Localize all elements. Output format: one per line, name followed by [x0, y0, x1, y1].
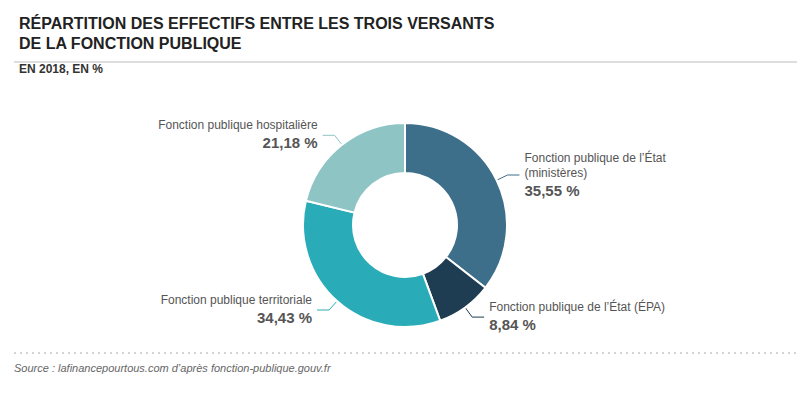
svg-text:35,55 %: 35,55 % — [524, 182, 579, 199]
svg-text:(ministères): (ministères) — [524, 166, 587, 180]
svg-text:Fonction publique territoriale: Fonction publique territoriale — [161, 293, 313, 307]
svg-text:8,84 %: 8,84 % — [489, 316, 536, 333]
svg-text:DE LA FONCTION PUBLIQUE: DE LA FONCTION PUBLIQUE — [19, 35, 242, 52]
svg-text:Source : lafinancepourtous.com: Source : lafinancepourtous.com d’après f… — [14, 362, 332, 374]
svg-text:RÉPARTITION DES EFFECTIFS ENTR: RÉPARTITION DES EFFECTIFS ENTRE LES TROI… — [19, 14, 495, 32]
svg-text:34,43 %: 34,43 % — [257, 309, 312, 326]
svg-text:Fonction publique de l’État: Fonction publique de l’État — [524, 150, 666, 165]
svg-text:21,18 %: 21,18 % — [263, 134, 318, 151]
svg-text:EN 2018, EN %: EN 2018, EN % — [19, 62, 103, 76]
svg-text:Fonction publique de l’État (É: Fonction publique de l’État (ÉPA) — [489, 299, 665, 314]
svg-text:Fonction publique hospitalière: Fonction publique hospitalière — [158, 118, 318, 132]
